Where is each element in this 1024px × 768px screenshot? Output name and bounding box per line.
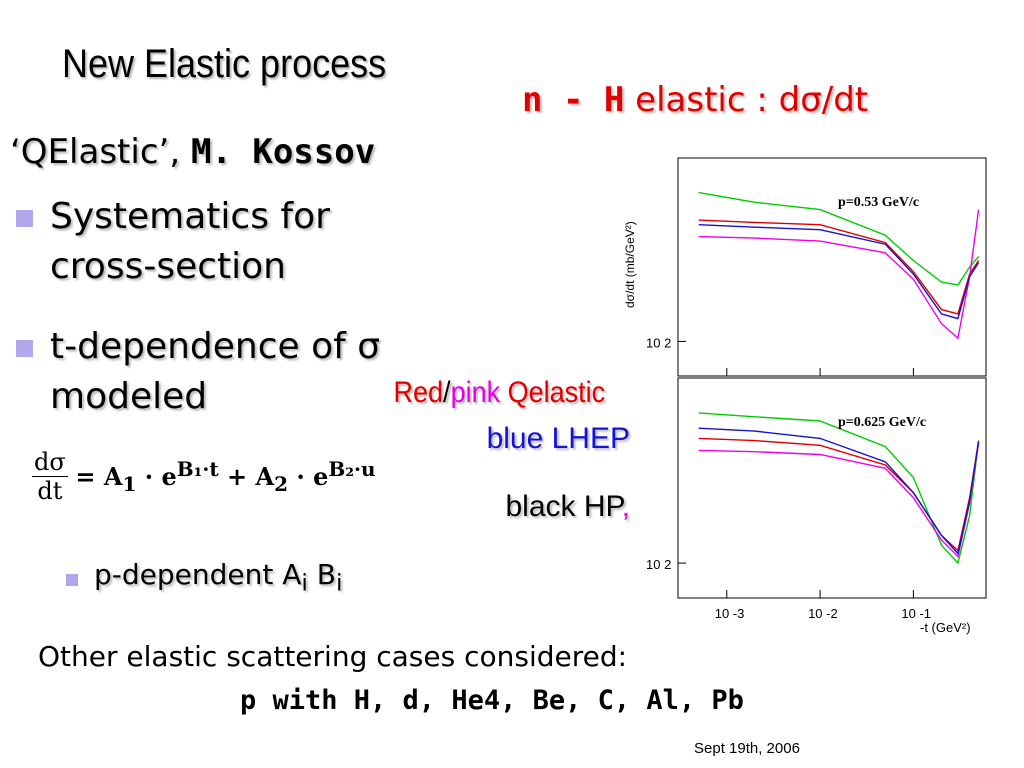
formula-numerator: dσ [32, 448, 68, 477]
note-qelastic-label: Qelastic [500, 376, 606, 409]
series-line [698, 442, 980, 559]
note-hp-label: black HP [505, 490, 622, 523]
x-axis-label: -t (GeV²) [920, 620, 971, 635]
other-cases-text: Other elastic scattering cases considere… [38, 640, 628, 673]
dsigma-dt-plot: 10 2 p=0.53 GeV/c dσ/dt (mb/GeV²) 10 2 p=0.6… [623, 157, 987, 635]
model-author: M. Kossov [190, 132, 376, 172]
formula-exp1: · e [136, 462, 177, 492]
cross-section-formula: dσ dt = A1 · eB₁·t + A2 · eB₂·u [32, 448, 376, 505]
panel-label: p=0.625 GeV/c [838, 415, 926, 430]
sub-bullet-sub: i [336, 568, 343, 597]
bullet-line: cross-section [50, 246, 286, 287]
y-axis-label: dσ/dt (mb/GeV²) [623, 221, 637, 308]
bullet-line: modeled [50, 376, 208, 417]
x-tick-label: 10 -1 [901, 606, 931, 621]
y-tick-label: 10 2 [646, 557, 671, 572]
slide-date: Sept 19th, 2006 [694, 740, 800, 757]
formula-b1-sup: B₁·t [176, 457, 219, 482]
formula-denominator: dt [37, 477, 63, 505]
bullet-systematics: Systematics for cross-section [50, 192, 330, 292]
plot-frame [677, 157, 987, 377]
plot-frame [677, 377, 987, 599]
sub-bullet-marker [66, 574, 78, 586]
series-line [698, 412, 980, 565]
sub-bullet-mid: B [307, 558, 336, 591]
series-line [698, 191, 980, 286]
formula-a2: + A [218, 462, 275, 492]
note-comma: , [621, 490, 630, 523]
formula-fraction: dσ dt [32, 448, 68, 505]
reaction-name: n - H [522, 80, 625, 120]
series-line [698, 224, 980, 320]
note-pink: pink [450, 376, 501, 409]
sub-bullet-text: p-dependent A [94, 558, 302, 591]
panel-label: p=0.53 GeV/c [838, 195, 919, 210]
note-qelastic: Red/pink Qelastic [394, 376, 606, 410]
x-tick-label: 10 -2 [808, 606, 838, 621]
reaction-title: n - H elastic : dσ/dt [522, 80, 868, 120]
model-heading: ‘QElastic’, M. Kossov [10, 132, 375, 172]
model-name: ‘QElastic’, [10, 132, 181, 172]
series-line [698, 209, 980, 340]
note-slash: / [443, 376, 451, 409]
formula-exp2: · e [288, 462, 329, 492]
bullet-marker [16, 210, 33, 227]
series-line [698, 427, 980, 555]
bullet-t-dependence: t-dependence of σ modeled [50, 322, 380, 422]
note-red: Red [393, 376, 444, 409]
particle-list: p with H, d, He4, Be, C, Al, Pb [240, 685, 744, 716]
series-line [698, 219, 980, 315]
note-hp: black HP, [505, 490, 630, 524]
formula-rhs: = A1 · eB₁·t + A2 · eB₂·u [75, 457, 375, 496]
reaction-quantity: elastic : dσ/dt [624, 80, 869, 120]
note-lhep: blue LHEP [486, 422, 630, 455]
sub-bullet-sub: i [301, 568, 308, 597]
sub-bullet: p-dependent Ai Bi [94, 558, 342, 597]
formula-a1: = A [75, 462, 123, 492]
x-tick-label: 10 -3 [715, 606, 745, 621]
bullet-marker [16, 340, 33, 357]
formula-b2-sup: B₂·u [328, 457, 376, 482]
bullet-line: t-dependence of σ [50, 326, 381, 367]
formula-a1-sub: 1 [122, 471, 137, 496]
bullet-line: Systematics for [50, 196, 330, 237]
slide-title: New Elastic process [62, 42, 387, 86]
formula-a2-sub: 2 [274, 471, 288, 496]
y-tick-label: 10 2 [646, 335, 671, 350]
